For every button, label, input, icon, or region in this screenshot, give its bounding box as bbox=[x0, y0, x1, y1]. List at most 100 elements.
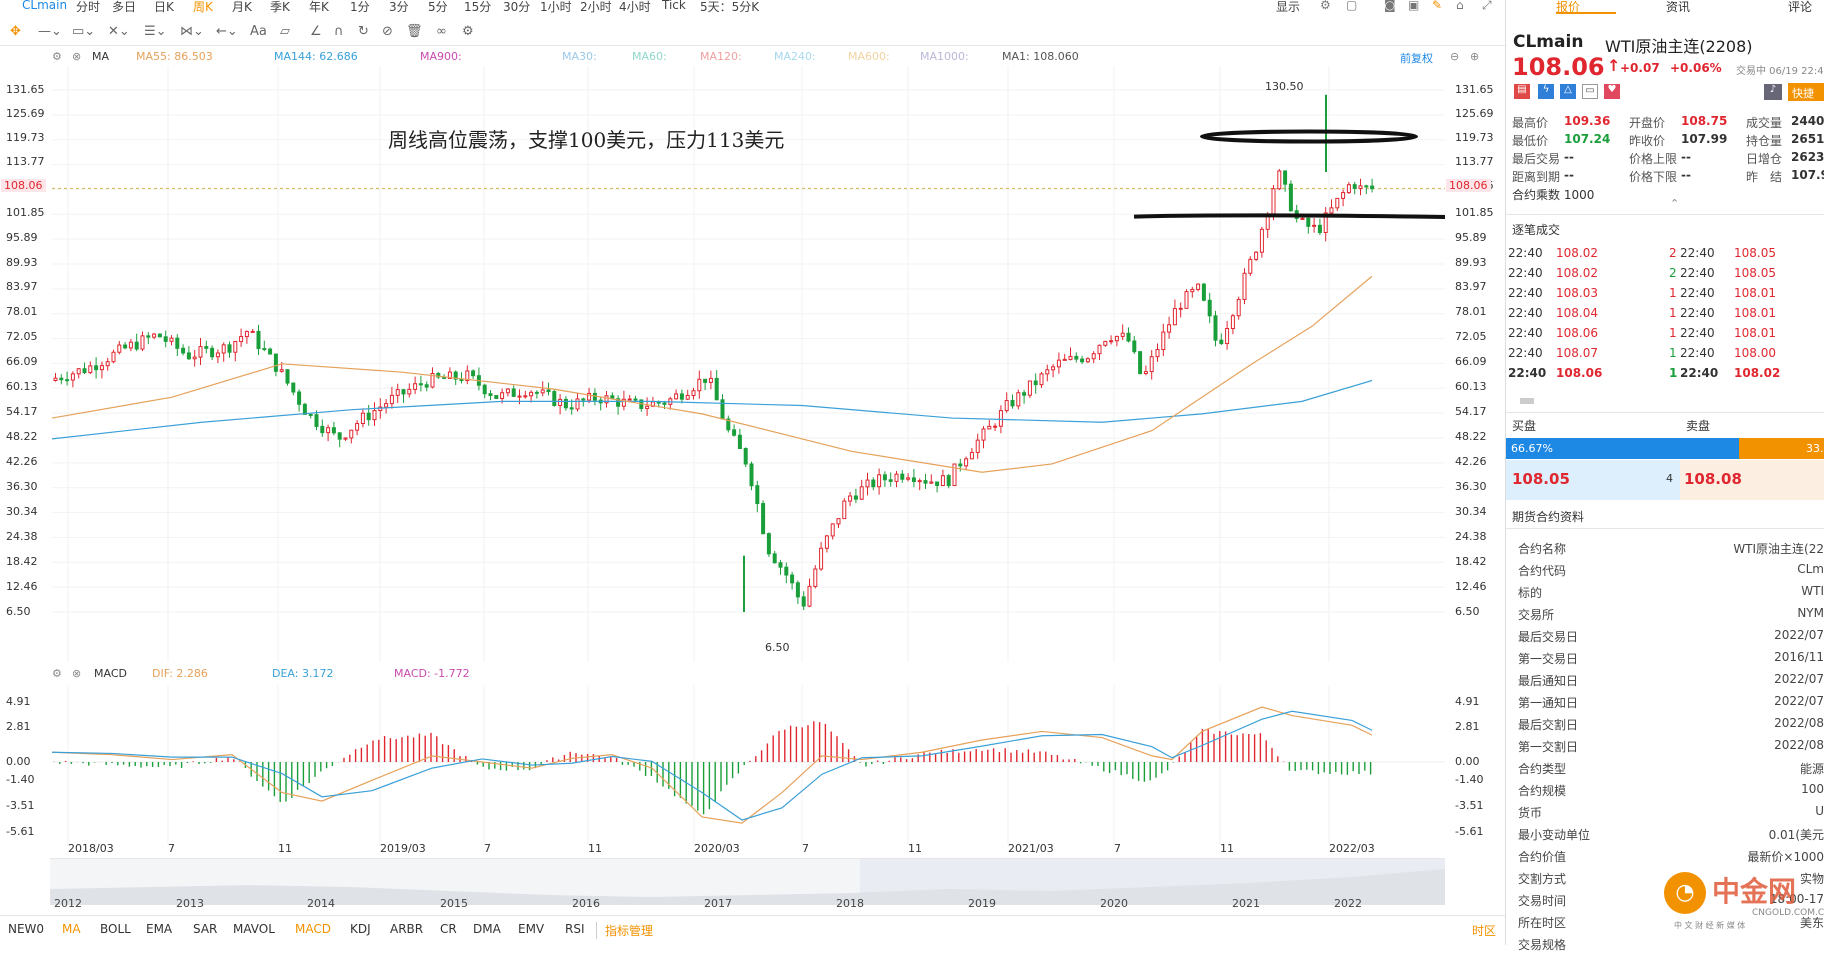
ask-box[interactable] bbox=[1680, 460, 1824, 500]
fullscreen-icon[interactable]: ⤢ bbox=[1482, 0, 1492, 12]
crosshair-icon[interactable]: ✥ bbox=[10, 24, 21, 39]
indicator-ema[interactable]: EMA bbox=[146, 922, 173, 936]
indicator-rsi[interactable]: RSI bbox=[565, 922, 585, 936]
pattern-tool-icon[interactable]: ⋈⌄ bbox=[180, 24, 204, 39]
indicator-boll[interactable]: BOLL bbox=[100, 922, 131, 936]
price-tick-left: 72.05 bbox=[6, 330, 38, 343]
period-15m[interactable]: 15分 bbox=[464, 0, 492, 14]
period-4h[interactable]: 4小时 bbox=[619, 0, 651, 14]
macd-chart[interactable] bbox=[52, 685, 1445, 845]
indicator-cr[interactable]: CR bbox=[440, 922, 457, 936]
zoom-out-icon[interactable]: ⊖ bbox=[1450, 50, 1460, 63]
period-tick[interactable]: Tick bbox=[662, 0, 686, 12]
measure-tool-icon[interactable]: ∠ bbox=[310, 24, 322, 39]
period-1h[interactable]: 1小时 bbox=[540, 0, 572, 14]
timezone-button[interactable]: 时区 bbox=[1472, 924, 1497, 938]
line-tool-icon[interactable]: —⌄ bbox=[38, 24, 62, 39]
period-rik[interactable]: 日K bbox=[154, 0, 174, 14]
price-tick-right: 131.65 bbox=[1455, 83, 1494, 96]
indicator-kdj[interactable]: KDJ bbox=[350, 922, 371, 936]
indicator-emv[interactable]: EMV bbox=[518, 922, 545, 936]
flag-icon[interactable]: ▤ bbox=[1514, 84, 1530, 99]
hide-icon[interactable]: ⊘ bbox=[382, 24, 393, 39]
cross-tool-icon[interactable]: ✕⌄ bbox=[108, 24, 130, 39]
indicator-dma[interactable]: DMA bbox=[473, 922, 501, 936]
lock-icon[interactable]: ⌂ bbox=[1456, 0, 1464, 12]
zoom-in-icon[interactable]: ⊕ bbox=[1470, 50, 1480, 63]
delete-icon[interactable]: 🗑 bbox=[406, 24, 423, 39]
period-1m[interactable]: 1分 bbox=[350, 0, 370, 14]
indicator-new0[interactable]: NEW0 bbox=[8, 922, 45, 936]
candle-body bbox=[940, 475, 945, 487]
indicator-sar[interactable]: SAR bbox=[193, 922, 218, 936]
bid-box[interactable] bbox=[1506, 460, 1680, 500]
period-fenshi[interactable]: 分时 bbox=[76, 0, 101, 14]
period-2h[interactable]: 2小时 bbox=[580, 0, 612, 14]
period-duori[interactable]: 多日 bbox=[112, 0, 137, 14]
range-navigator[interactable] bbox=[50, 858, 1445, 905]
macd-label[interactable]: MACD bbox=[94, 667, 127, 680]
tick-volume: 1 bbox=[1669, 286, 1677, 300]
candle-body bbox=[958, 463, 963, 467]
indicator-ma[interactable]: MA bbox=[62, 922, 81, 936]
toolbar-settings-icon[interactable]: ⚙ bbox=[462, 24, 474, 39]
quote-name: WTI原油主连(2208) bbox=[1605, 37, 1753, 56]
candle-body bbox=[761, 503, 766, 535]
candle-body bbox=[1213, 315, 1218, 341]
period-zhouk[interactable]: 周K bbox=[193, 0, 213, 14]
candle-body bbox=[59, 377, 64, 381]
indicator-macd[interactable]: MACD bbox=[295, 922, 331, 936]
tab-quote[interactable]: 报价 bbox=[1556, 0, 1581, 14]
fib-tool-icon[interactable]: ☰⌄ bbox=[144, 24, 167, 39]
rect-tool-icon[interactable]: ▭⌄ bbox=[72, 24, 96, 39]
candle-body bbox=[1103, 340, 1108, 346]
period-niank[interactable]: 年K bbox=[309, 0, 329, 14]
link-icon[interactable]: ∞ bbox=[436, 24, 447, 39]
adjust-button[interactable]: 前复权 bbox=[1400, 52, 1433, 65]
macd-settings-icon[interactable]: ⚙ bbox=[52, 667, 62, 680]
note-icon[interactable]: ▭ bbox=[1582, 84, 1598, 99]
candle-body bbox=[1236, 298, 1241, 317]
tab-comments[interactable]: 评论 bbox=[1788, 0, 1813, 14]
period-5m[interactable]: 5分 bbox=[428, 0, 448, 14]
macd-close-icon[interactable]: ⊗ bbox=[72, 667, 82, 680]
price-chart[interactable] bbox=[52, 66, 1445, 662]
period-3m[interactable]: 3分 bbox=[389, 0, 409, 14]
info-key: 最后通知日 bbox=[1518, 674, 1579, 688]
sell-pct: 33. bbox=[1806, 442, 1824, 455]
pen-icon[interactable]: ✎ bbox=[1432, 0, 1443, 12]
date-axis: 2018/03 7 11 2019/03 7 11 2020/03 7 11 2021/03 7 11… bbox=[52, 840, 1445, 858]
cycle-icon[interactable]: ↻ bbox=[358, 24, 369, 39]
period-30m[interactable]: 30分 bbox=[503, 0, 531, 14]
expand-chevron-icon[interactable]: ⌃ bbox=[1670, 197, 1680, 210]
indicator-mavol[interactable]: MAVOL bbox=[233, 922, 275, 936]
period-yuek[interactable]: 月K bbox=[232, 0, 252, 14]
scroll-handle[interactable] bbox=[1520, 398, 1534, 404]
tab-news[interactable]: 资讯 bbox=[1666, 0, 1691, 14]
arrow-tool-icon[interactable]: ←⌄ bbox=[216, 24, 238, 39]
indicator-manage-button[interactable]: 指标管理 bbox=[596, 922, 653, 939]
settings-icon[interactable]: ⚙ bbox=[1320, 0, 1331, 12]
magnet-icon[interactable]: ∩ bbox=[334, 24, 344, 39]
text-tool-icon[interactable]: Aa bbox=[250, 24, 267, 39]
alert-icon[interactable]: △ bbox=[1560, 84, 1576, 99]
image-icon[interactable]: ▣ bbox=[1408, 0, 1420, 12]
ma-close-icon[interactable]: ⊗ bbox=[72, 50, 82, 63]
heart-icon[interactable]: ♥ bbox=[1604, 84, 1620, 99]
ma-label[interactable]: MA bbox=[92, 50, 110, 63]
symbol-tab[interactable]: CLmain bbox=[22, 0, 68, 12]
candle-body bbox=[1022, 392, 1027, 396]
lightning-icon[interactable]: ϟ bbox=[1538, 84, 1554, 99]
window-icon[interactable]: ▢ bbox=[1346, 0, 1358, 12]
period-jik[interactable]: 季K bbox=[270, 0, 290, 14]
period-5day[interactable]: 5天：5分K bbox=[700, 0, 760, 14]
comment-tool-icon[interactable]: ▱ bbox=[280, 24, 290, 39]
indicator-arbr[interactable]: ARBR bbox=[390, 922, 424, 936]
camera-icon[interactable]: ◙ bbox=[1384, 0, 1396, 12]
bell-icon[interactable]: ♪ bbox=[1764, 84, 1782, 100]
ma-settings-icon[interactable]: ⚙ bbox=[52, 50, 62, 63]
display-menu[interactable]: 显示 bbox=[1276, 0, 1301, 14]
price-tick-right: 101.85 bbox=[1455, 206, 1494, 219]
quick-trade-button[interactable]: 快捷 bbox=[1788, 83, 1824, 101]
candle-body bbox=[906, 477, 911, 480]
